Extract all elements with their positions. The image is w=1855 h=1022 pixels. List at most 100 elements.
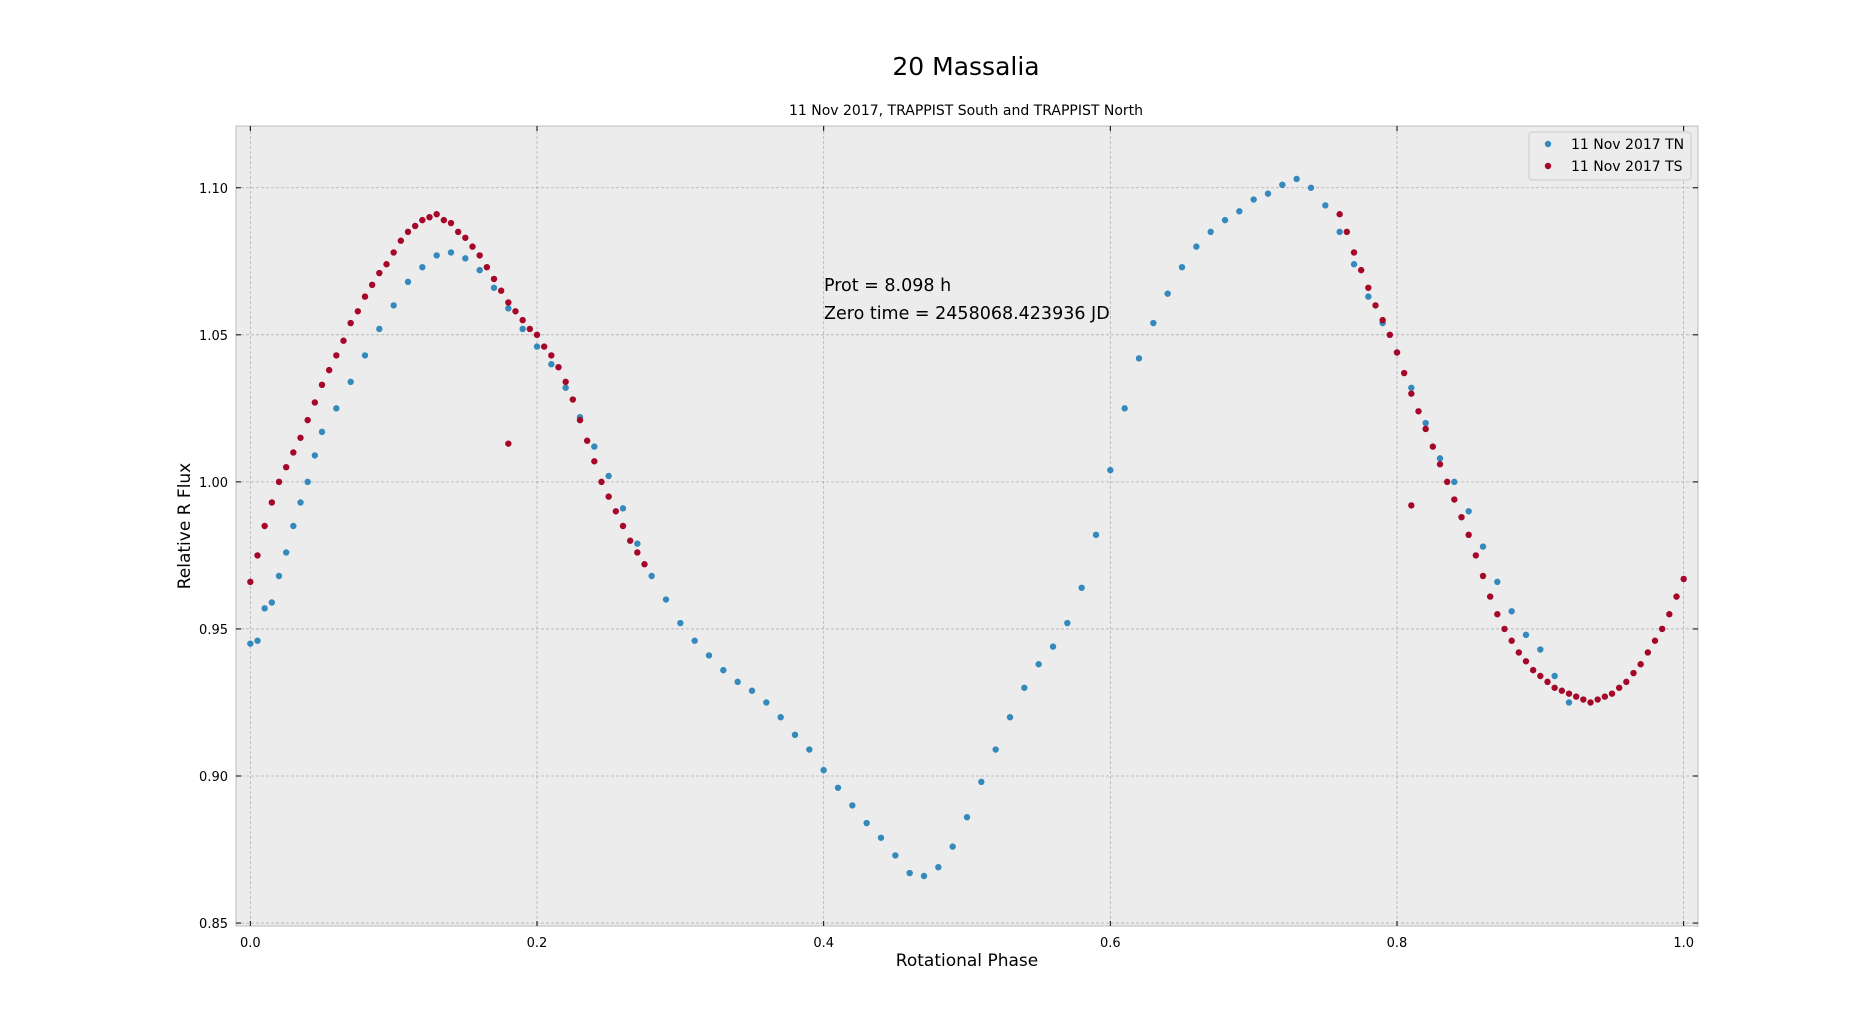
data-point [1350, 261, 1358, 268]
annotation-period: Prot = 8.098 h [824, 276, 951, 296]
data-point [476, 266, 483, 274]
data-point [462, 255, 469, 262]
data-point [1680, 575, 1687, 583]
data-point [483, 263, 491, 271]
data-point [1408, 390, 1415, 397]
data-point [347, 319, 354, 327]
data-point [892, 852, 899, 859]
data-point [1408, 502, 1415, 509]
data-points [247, 175, 1687, 880]
data-point [376, 325, 383, 333]
data-point [540, 343, 548, 350]
legend-label-ts: 11 Nov 2017 TS [1571, 159, 1683, 175]
data-point [1422, 419, 1429, 427]
data-point [1451, 496, 1458, 503]
data-point [1565, 690, 1573, 697]
data-point [512, 308, 519, 315]
data-point [1436, 461, 1444, 468]
data-point [963, 813, 971, 821]
data-point [268, 499, 276, 506]
data-point [1565, 699, 1573, 706]
data-point [1658, 625, 1666, 633]
data-point [1458, 513, 1465, 521]
data-point [354, 308, 362, 315]
data-point [247, 640, 254, 647]
data-point [555, 363, 562, 371]
data-point [1465, 508, 1472, 515]
annotation-zero-time: Zero time = 2458068.423936 JD [824, 304, 1110, 324]
data-point [390, 249, 397, 256]
data-point [820, 766, 827, 774]
data-point [1372, 302, 1379, 309]
data-point [1601, 693, 1609, 700]
data-point [1529, 666, 1537, 674]
data-point [505, 305, 512, 312]
data-point [1107, 466, 1114, 474]
data-point [290, 522, 297, 530]
data-point [533, 343, 541, 350]
data-point [1479, 543, 1487, 550]
data-point [376, 269, 383, 277]
data-point [275, 572, 283, 580]
data-point [361, 293, 369, 300]
data-point [612, 508, 620, 515]
data-point [1415, 408, 1422, 415]
y-tick-label: 1.00 [199, 476, 228, 491]
data-point [247, 578, 254, 586]
data-point [490, 284, 498, 291]
data-point [1472, 552, 1480, 559]
data-point [1501, 625, 1508, 633]
data-point [1121, 405, 1128, 412]
data-point [583, 437, 591, 444]
data-point [763, 699, 770, 706]
data-point [304, 478, 311, 486]
data-point [311, 452, 319, 459]
x-axis-label: Rotational Phase [896, 951, 1038, 971]
data-point [1207, 228, 1214, 236]
x-tick-label: 0.6 [1100, 936, 1121, 951]
data-point [1608, 690, 1616, 697]
data-point [605, 472, 612, 480]
data-point [275, 478, 283, 486]
data-point [304, 416, 311, 424]
data-point [440, 216, 448, 224]
legend-box [1528, 131, 1692, 181]
data-point [1250, 196, 1257, 203]
data-point [1307, 184, 1315, 191]
data-point [1594, 696, 1601, 703]
data-point [1400, 369, 1408, 377]
data-point [1422, 425, 1429, 433]
data-point [1393, 349, 1401, 356]
tick-labels: 0.0 0.2 0.4 0.6 0.8 1.0 0.85 0.90 0.95 1.00 1.05 1.… [199, 182, 1694, 951]
data-point [411, 222, 419, 230]
data-point [1386, 331, 1394, 339]
y-tick-label: 0.85 [199, 917, 228, 932]
data-point [992, 746, 999, 753]
data-point [605, 493, 612, 500]
data-point [433, 252, 440, 259]
data-point [791, 731, 799, 739]
data-point [648, 572, 655, 580]
grid-lines [236, 126, 1698, 926]
data-point [1021, 684, 1028, 691]
data-point [447, 219, 455, 227]
data-point [519, 316, 526, 324]
data-point [806, 746, 813, 753]
data-point [1580, 696, 1587, 703]
data-point [548, 352, 555, 359]
data-point [1508, 608, 1515, 615]
data-point [920, 872, 928, 880]
data-point [490, 275, 498, 283]
data-point [282, 549, 290, 556]
data-point [949, 843, 956, 850]
data-point [333, 405, 340, 412]
x-tick-label: 0.0 [240, 936, 261, 951]
legend-marker-ts [1544, 162, 1552, 170]
data-point [1264, 190, 1272, 197]
data-point [1293, 175, 1300, 183]
data-point [849, 802, 856, 809]
data-point [1451, 478, 1458, 486]
data-point [1551, 672, 1558, 680]
data-point [720, 666, 727, 674]
data-point [1630, 669, 1637, 677]
